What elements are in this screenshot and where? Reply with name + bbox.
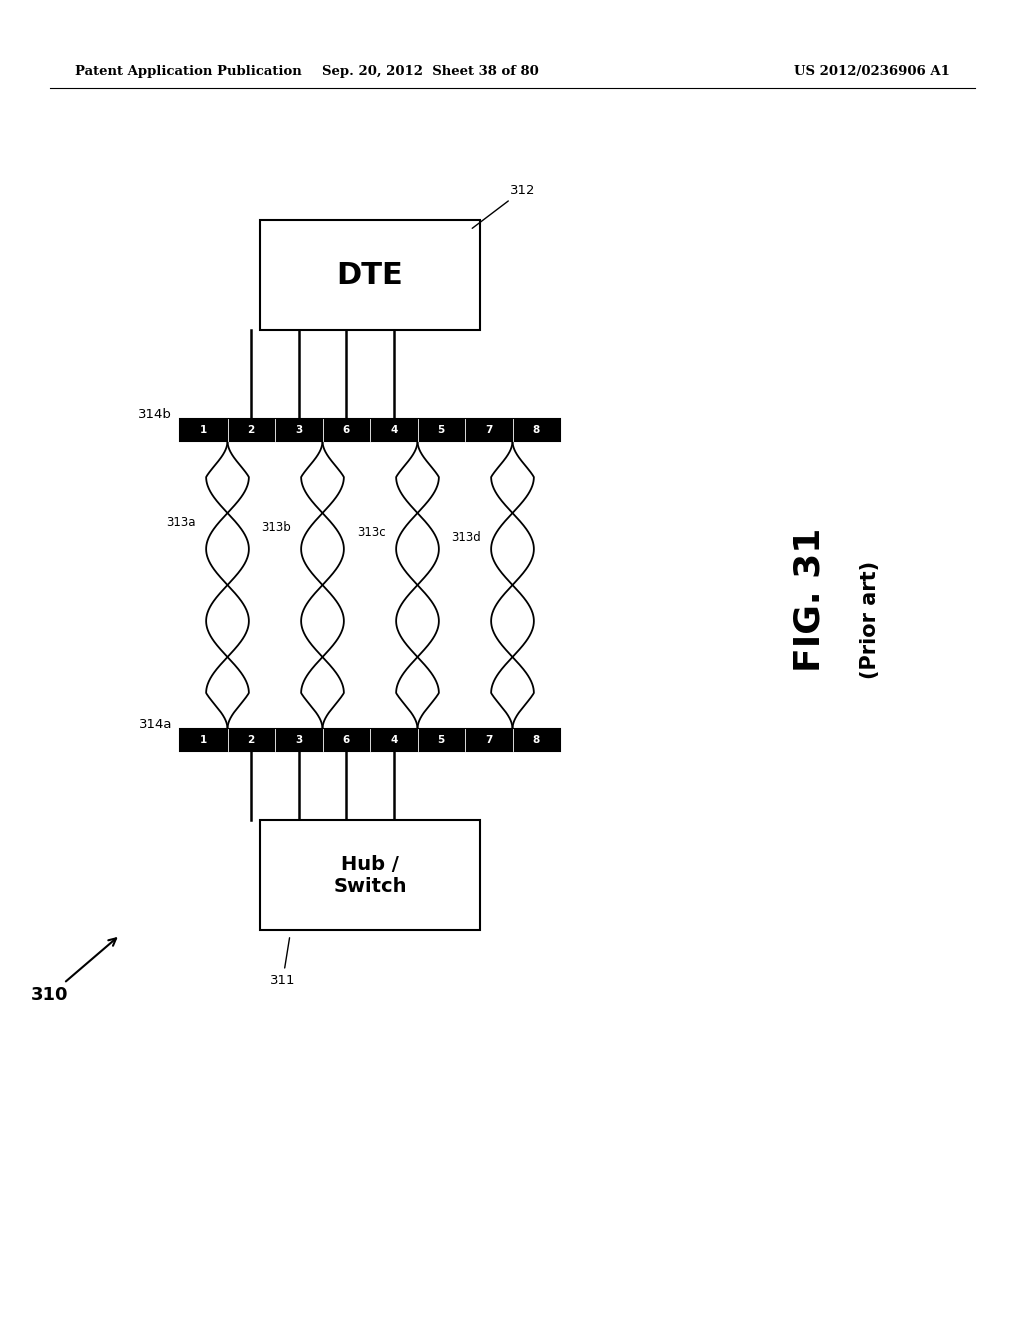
Text: 313d: 313d	[451, 531, 480, 544]
Text: 4: 4	[390, 735, 397, 744]
Text: 3: 3	[295, 735, 302, 744]
Text: 4: 4	[390, 425, 397, 436]
Text: 313b: 313b	[261, 521, 291, 535]
Text: 313c: 313c	[357, 525, 386, 539]
Text: 3: 3	[295, 425, 302, 436]
Text: 312: 312	[472, 183, 536, 228]
Text: 2: 2	[248, 425, 255, 436]
Text: Patent Application Publication: Patent Application Publication	[75, 66, 302, 78]
Text: 1: 1	[200, 425, 208, 436]
Text: (Prior art): (Prior art)	[860, 561, 880, 678]
Text: Sep. 20, 2012  Sheet 38 of 80: Sep. 20, 2012 Sheet 38 of 80	[322, 66, 539, 78]
Text: US 2012/0236906 A1: US 2012/0236906 A1	[795, 66, 950, 78]
Text: FIG. 31: FIG. 31	[793, 528, 827, 672]
Bar	[260, 820, 480, 931]
Text: 8: 8	[532, 425, 540, 436]
Text: 1: 1	[200, 735, 208, 744]
Text: 314a: 314a	[138, 718, 172, 731]
Text: 8: 8	[532, 735, 540, 744]
Text: 310: 310	[32, 939, 116, 1005]
Bar	[180, 418, 560, 441]
Text: 5: 5	[437, 735, 444, 744]
Text: Hub /
Switch: Hub / Switch	[333, 854, 407, 895]
Bar	[180, 729, 560, 751]
Text: 6: 6	[343, 735, 350, 744]
Text: 313a: 313a	[166, 516, 196, 529]
Bar	[260, 220, 480, 330]
Text: 311: 311	[270, 937, 296, 986]
Text: 7: 7	[485, 735, 493, 744]
Text: 2: 2	[248, 735, 255, 744]
Text: 7: 7	[485, 425, 493, 436]
Text: 5: 5	[437, 425, 444, 436]
Text: 6: 6	[343, 425, 350, 436]
Text: DTE: DTE	[337, 260, 403, 289]
Text: 314b: 314b	[138, 408, 172, 421]
